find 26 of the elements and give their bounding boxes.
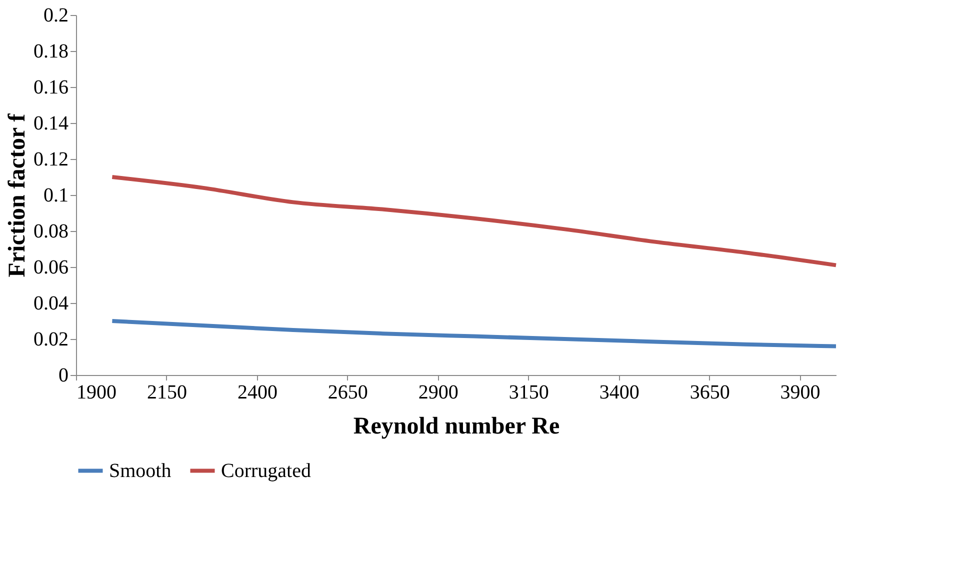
- y-axis-title: Friction factor f: [4, 112, 30, 278]
- x-tick-label: 3650: [690, 382, 730, 404]
- x-tick-label: 3400: [599, 382, 640, 404]
- line-series: [110, 319, 838, 348]
- legend-label: Smooth: [109, 460, 172, 482]
- line-series: [110, 175, 838, 268]
- y-tick-label: 0.2: [44, 4, 68, 26]
- y-tick-label: 0.02: [34, 328, 68, 350]
- y-tick-label: 0.08: [34, 220, 68, 242]
- x-tick-label: 2400: [237, 382, 278, 404]
- y-tick-label: 0.14: [34, 112, 68, 134]
- x-tick-label: 1900: [76, 382, 116, 404]
- x-axis-title: Reynold number Re: [353, 414, 560, 440]
- y-tick-label: 0.1: [44, 184, 68, 206]
- y-tick-label: 0: [58, 364, 68, 386]
- y-tick-label: 0.12: [34, 148, 68, 170]
- y-tick-label: 0.16: [34, 76, 68, 98]
- x-tick-label: 2900: [418, 382, 458, 404]
- y-tick-label: 0.18: [34, 40, 68, 62]
- x-tick-label: 3900: [780, 382, 820, 404]
- x-tick-label: 2150: [146, 382, 187, 404]
- y-tick-label: 0.04: [34, 292, 68, 314]
- x-tick-label: 2650: [328, 382, 368, 404]
- legend-label: Corrugated: [221, 460, 311, 482]
- x-tick-label: 3150: [508, 382, 549, 404]
- y-tick-label: 0.06: [34, 256, 68, 278]
